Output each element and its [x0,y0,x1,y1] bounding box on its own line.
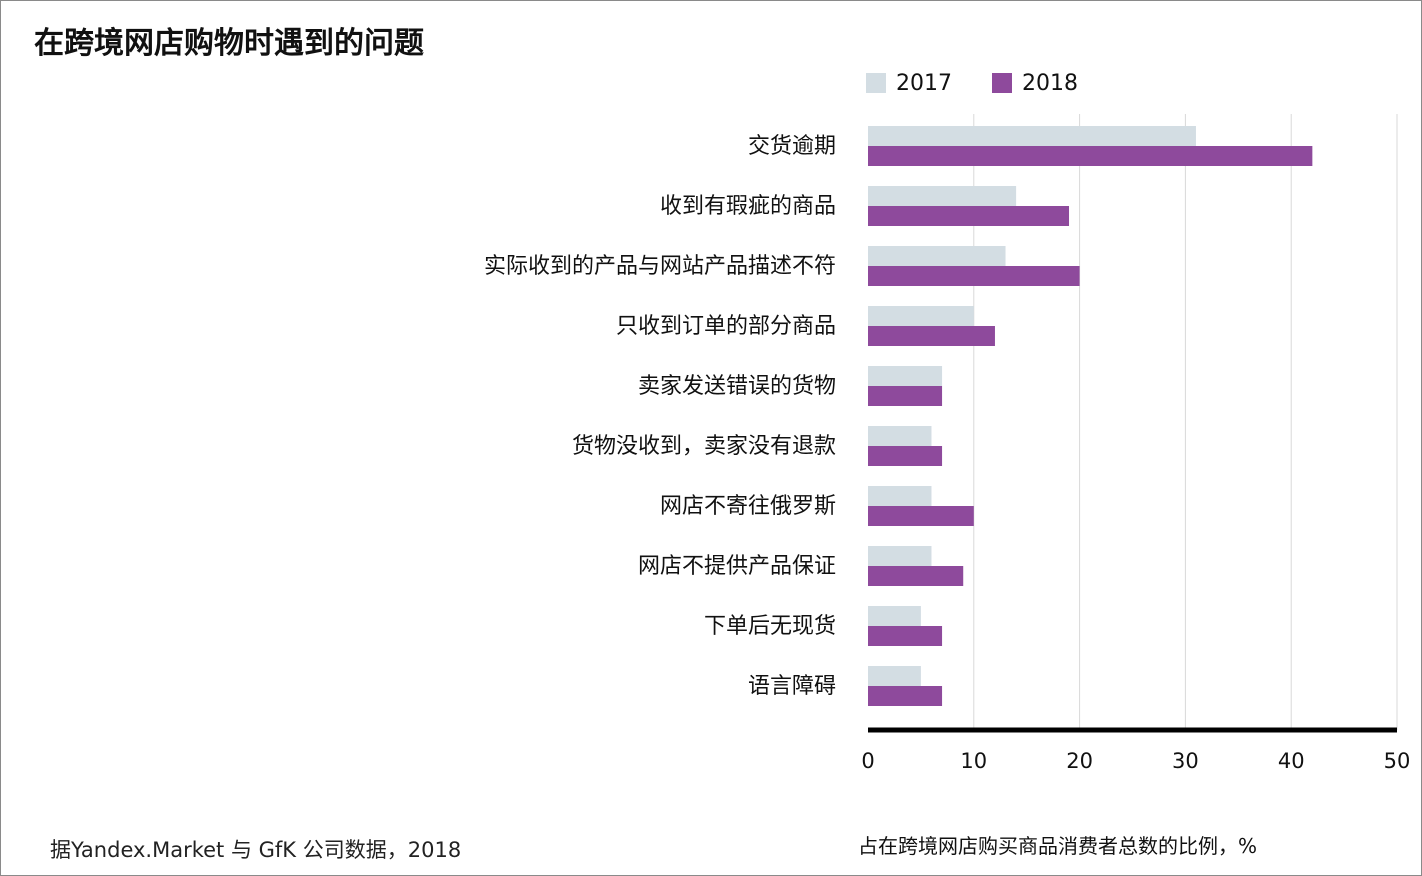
legend-label-2017: 2017 [896,70,952,96]
legend-swatch-2017 [866,73,886,93]
x-tick-label-0: 0 [861,749,874,773]
bar-2018-7 [868,566,964,586]
bar-2017-9 [868,666,921,686]
category-label-6: 网店不寄往俄罗斯 [660,494,836,519]
category-label-2: 实际收到的产品与网站产品描述不符 [484,254,836,279]
bar-2018-2 [868,266,1080,286]
legend-label-2018: 2018 [1022,70,1078,96]
bar-2017-0 [868,126,1196,146]
category-label-3: 只收到订单的部分商品 [616,314,836,339]
x-axis-title: 占在跨境网店购买商品消费者总数的比例，% [858,834,1258,858]
category-label-5: 货物没收到，卖家没有退款 [572,434,836,459]
category-label-0: 交货逾期 [748,134,836,159]
bar-2017-5 [868,426,932,446]
x-tick-label-50: 50 [1384,749,1411,773]
bar-2017-1 [868,186,1017,206]
legend: 2017 2018 [866,68,1078,98]
category-label-8: 下单后无现货 [704,614,836,639]
source-note: 据Yandex.Market 与 GfK 公司数据，2018 [50,838,462,862]
x-tick-label-30: 30 [1172,749,1199,773]
x-tick-label-40: 40 [1278,749,1305,773]
category-label-1: 收到有瑕疵的商品 [660,194,836,219]
bar-2018-1 [868,206,1070,226]
bar-2018-4 [868,386,943,406]
bar-2017-3 [868,306,974,326]
bar-2017-2 [868,246,1006,266]
bar-2017-8 [868,606,921,626]
chart-title: 在跨境网店购物时遇到的问题 [34,26,424,61]
bar-2018-6 [868,506,974,526]
legend-swatch-2018 [992,73,1012,93]
bar-2017-4 [868,366,943,386]
bar-2018-3 [868,326,995,346]
x-tick-label-10: 10 [960,749,987,773]
category-label-9: 语言障碍 [748,674,836,699]
bar-2018-5 [868,446,943,466]
bar-2017-6 [868,486,932,506]
bar-2018-9 [868,686,943,706]
bar-2018-0 [868,146,1313,166]
bar-2017-7 [868,546,932,566]
x-tick-label-20: 20 [1066,749,1093,773]
bar-2018-8 [868,626,943,646]
category-label-7: 网店不提供产品保证 [638,554,836,579]
category-label-4: 卖家发送错误的货物 [638,374,836,399]
